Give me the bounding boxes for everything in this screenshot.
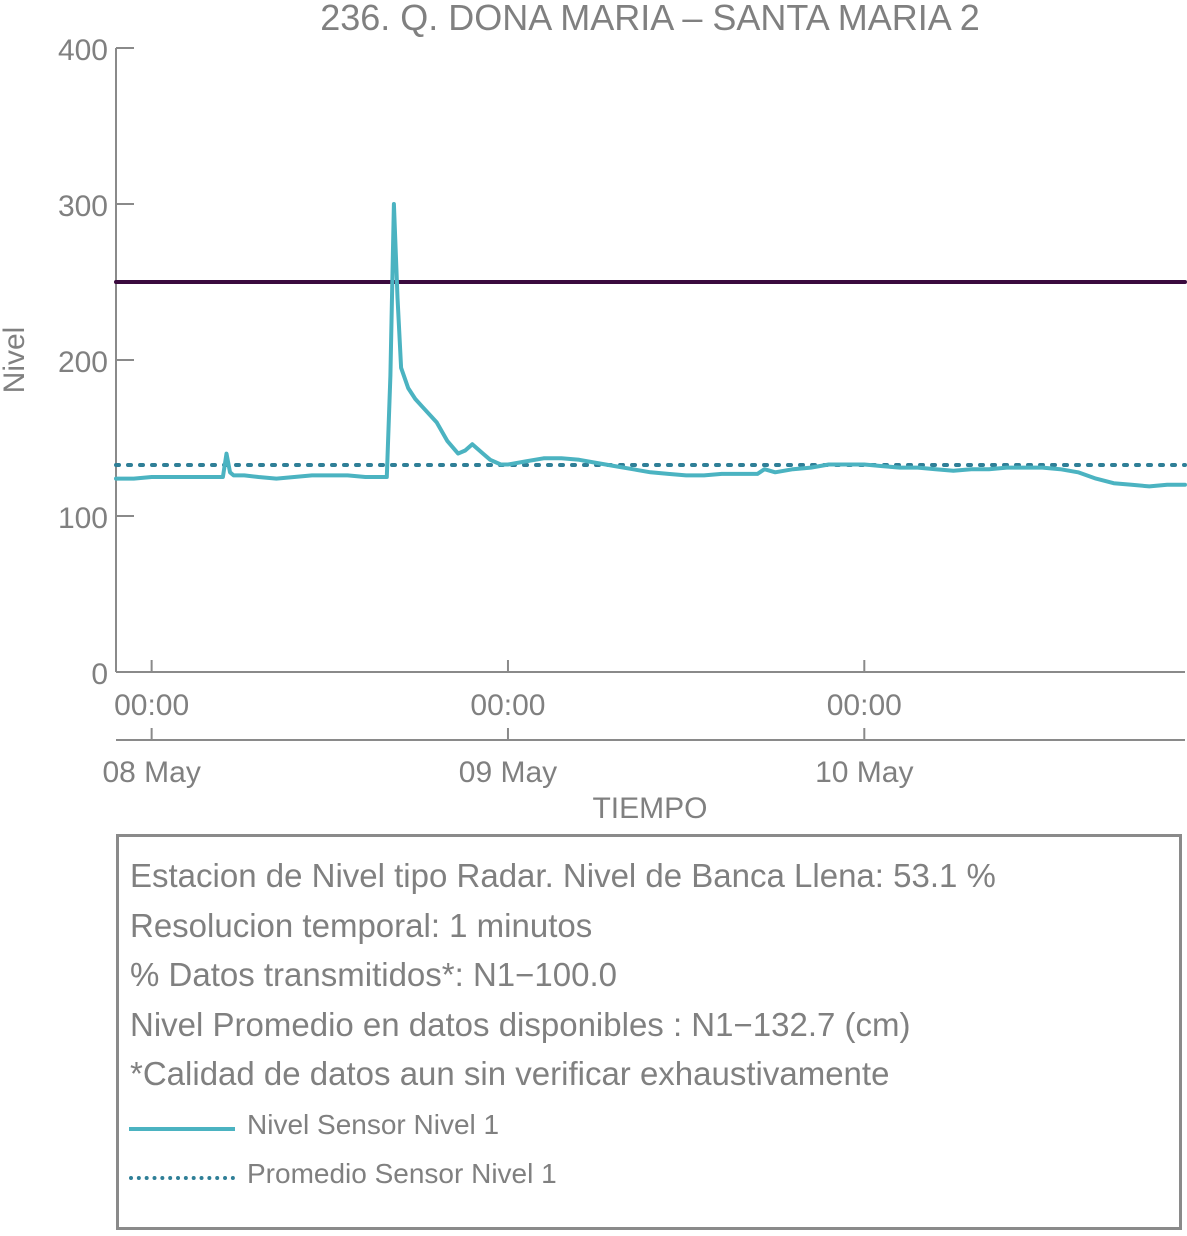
chart: 236. Q. DONA MARIA – SANTA MARIA 2 Nivel…: [0, 0, 1187, 825]
x-tick-date-label: 09 May: [459, 756, 557, 789]
plot-area: [114, 202, 1187, 489]
y-tick-label: 0: [91, 658, 108, 691]
legend-swatch-dotted: [129, 1176, 235, 1180]
y-tick-label: 300: [58, 190, 108, 223]
info-resolution-line: Resolucion temporal: 1 minutos: [130, 907, 593, 944]
chart-title: 236. Q. DONA MARIA – SANTA MARIA 2: [320, 0, 980, 38]
y-tick-label: 400: [58, 34, 108, 67]
y-tick-label: 200: [58, 346, 108, 379]
x-tick-time-label: 00:00: [827, 689, 902, 722]
legend-label-average: Promedio Sensor Nivel 1: [247, 1158, 557, 1189]
y-axis-label: Nivel: [0, 327, 31, 394]
info-quality-note: *Calidad de datos aun sin verificar exha…: [130, 1055, 890, 1092]
x-tick-date-label: 08 May: [102, 756, 200, 789]
legend-item-level: Nivel Sensor Nivel 1: [129, 1109, 729, 1149]
info-average-line: Nivel Promedio en datos disponibles : N1…: [130, 1006, 911, 1043]
level-series-line: [114, 202, 1187, 489]
axes: 0 100 200 300 400 00:00 08 May 00:00 09 May 00:00…: [58, 34, 1185, 789]
x-tick-time-label: 00:00: [470, 689, 545, 722]
info-transmitted-line: % Datos transmitidos*: N1−100.0: [130, 956, 617, 993]
legend-label-level: Nivel Sensor Nivel 1: [247, 1109, 500, 1140]
info-station-line: Estacion de Nivel tipo Radar. Nivel de B…: [130, 857, 996, 894]
x-axis-label: TIEMPO: [592, 792, 707, 825]
legend-item-average: Promedio Sensor Nivel 1: [129, 1158, 729, 1198]
info-box: Estacion de Nivel tipo Radar. Nivel de B…: [116, 834, 1182, 1230]
x-tick-time-label: 00:00: [114, 689, 189, 722]
legend-swatch-solid: [129, 1127, 235, 1131]
y-tick-label: 100: [58, 502, 108, 535]
x-tick-date-label: 10 May: [815, 756, 913, 789]
